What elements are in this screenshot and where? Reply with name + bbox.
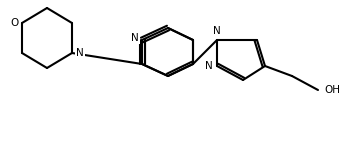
Text: N: N bbox=[131, 33, 139, 43]
Text: OH: OH bbox=[324, 85, 340, 95]
Text: N: N bbox=[205, 61, 213, 71]
Text: N: N bbox=[213, 26, 221, 36]
Text: O: O bbox=[10, 18, 18, 28]
Text: N: N bbox=[76, 48, 84, 58]
